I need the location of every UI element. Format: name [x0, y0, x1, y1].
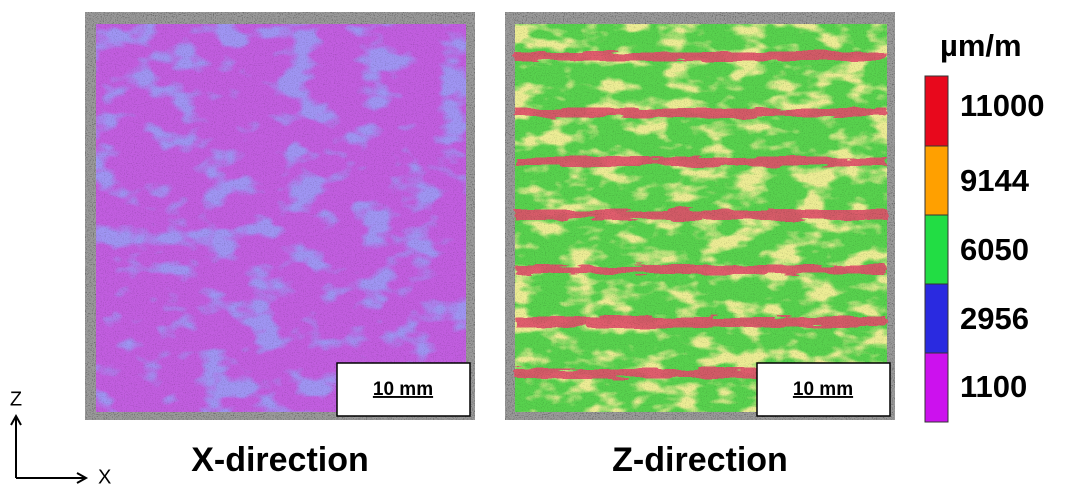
- panel-label: X-direction: [191, 441, 369, 479]
- colorbar-unit: µm/m: [940, 28, 1022, 63]
- colorbar-label: 11000: [960, 88, 1045, 123]
- panel-label: Z-direction: [612, 441, 788, 479]
- scale-bar: 10 mm: [373, 379, 433, 400]
- scale-bar: 10 mm: [793, 379, 853, 400]
- colorbar-label: 9144: [960, 163, 1030, 198]
- axis-arrows: [11, 416, 86, 483]
- figure: 10 mm X-direction 10 mm Z-direction µm/m…: [0, 0, 1074, 487]
- colorbar: [925, 76, 948, 422]
- strain-map-x: [85, 12, 475, 420]
- strain-map-z: [505, 12, 895, 420]
- axis-label: Z: [10, 388, 22, 410]
- axis-label: X: [98, 466, 111, 487]
- colorbar-label: 6050: [960, 232, 1029, 267]
- colorbar-label: 1100: [960, 369, 1027, 404]
- colorbar-label: 2956: [960, 301, 1029, 336]
